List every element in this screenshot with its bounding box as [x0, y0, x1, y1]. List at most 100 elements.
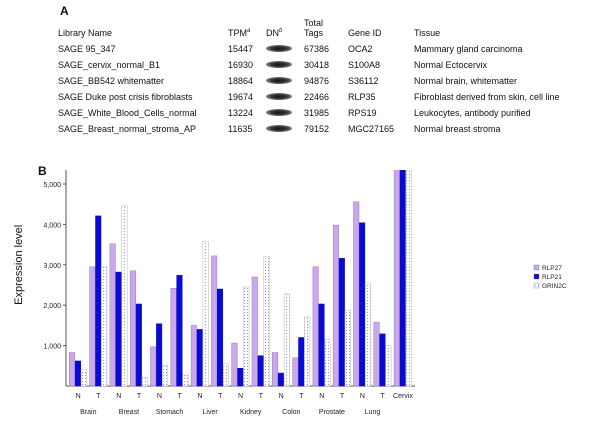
library-table: Library Name TPMa DNb Total Tags Gene ID… [58, 18, 564, 137]
gene-id-cell: OCA2 [348, 44, 373, 54]
x-tick-label: T [96, 393, 101, 400]
legend-label-grin2c: GRIN2C [542, 283, 567, 290]
bar-rlp21-0 [74, 360, 81, 387]
header-library-name: Library Name [58, 28, 113, 38]
header-tpm: TPMa [228, 18, 266, 41]
gene-id-cell: S100A8 [348, 60, 381, 70]
bar-grin2c-2 [121, 205, 128, 387]
bar-rlp21-10 [277, 372, 284, 387]
legend-label-rlp21: RLP21 [542, 274, 562, 281]
bar-rlp27-2 [109, 243, 116, 387]
dn-band-mark [266, 109, 292, 116]
tissue-cell: Leukocytes, antibody purified [414, 108, 531, 118]
legend-swatch-rlp27 [533, 264, 540, 271]
bar-grin2c-14 [365, 282, 372, 387]
bar-rlp21-7 [217, 288, 224, 387]
library-table-body: SAGE 95_347 15447 67386 OCA2 Mammary gland c… [58, 41, 564, 137]
bar-rlp21-1 [95, 215, 102, 387]
library-row: SAGE_White_Blood_Cells_normal 13224 31985 R… [58, 105, 564, 121]
bar-rlp27-12 [312, 266, 319, 387]
tpm-cell: 15447 [228, 44, 254, 54]
group-label: Brain [80, 409, 96, 416]
bar-rlp27-1 [89, 266, 96, 387]
legend-swatch-rlp21 [533, 273, 540, 280]
total-tags-cell: 31985 [304, 108, 330, 118]
bar-rlp21-15 [379, 333, 386, 387]
bar-rlp21-14 [359, 222, 366, 387]
bar-grin2c-5 [182, 374, 189, 387]
bar-rlp21-5 [176, 275, 183, 387]
library-table-header: Library Name TPMa DNb Total Tags Gene ID… [58, 18, 564, 41]
bar-rlp21-3 [135, 303, 142, 387]
total-tags-cell: 79152 [304, 124, 330, 134]
panel-b-letter: B [38, 164, 47, 178]
library-name-cell: SAGE 95_347 [58, 44, 116, 54]
group-label: Stomach [156, 409, 184, 416]
bar-grin2c-11 [304, 316, 311, 387]
tissue-cell: Normal Ectocervix [414, 60, 488, 70]
tpm-cell: 19674 [228, 92, 254, 102]
bar-grin2c-15 [385, 345, 392, 387]
bar-grin2c-13 [344, 309, 351, 387]
bar-rlp21-6 [196, 329, 203, 387]
x-tick-label: T [218, 393, 223, 400]
bar-rlp27-15 [373, 321, 380, 387]
gene-id-cell: S36112 [348, 76, 379, 86]
y-tick-label: 4,000 [43, 222, 61, 229]
dn-cell [266, 121, 304, 137]
x-tick-label: N [319, 393, 324, 400]
dn-band-mark [266, 45, 292, 52]
bar-rlp21-4 [156, 323, 163, 387]
bar-grin2c-4 [162, 365, 169, 387]
bar-grin2c-6 [202, 241, 209, 387]
x-tick-label: N [157, 393, 162, 400]
tissue-cell: Fibroblast derived from skin, cell line [414, 92, 560, 102]
library-name-cell: SAGE_White_Blood_Cells_normal [58, 108, 197, 118]
group-label: Prostate [319, 409, 345, 416]
bar-rlp27-0 [69, 352, 76, 387]
library-row: SAGE_BB542 whitematter 18864 94876 S36112 No… [58, 73, 564, 89]
dn-band-mark [266, 93, 292, 100]
x-tick-label: N [116, 393, 121, 400]
header-dn: DNb [266, 18, 304, 41]
total-tags-cell: 22466 [304, 92, 330, 102]
y-tick-label: 5,000 [43, 182, 61, 189]
x-tick-label: T [299, 393, 304, 400]
dn-band-mark [266, 77, 292, 84]
y-tick-label: 1,000 [43, 344, 61, 351]
bar-rlp27-8 [231, 342, 238, 387]
bar-grin2c-12 [324, 339, 331, 387]
gene-id-cell: RLP35 [348, 92, 376, 102]
bar-rlp27-7 [211, 255, 218, 387]
x-tick-label: N [238, 393, 243, 400]
bar-rlp27-5 [170, 287, 177, 387]
header-dn-sup: b [279, 28, 283, 34]
bar-grin2c-0 [80, 369, 87, 387]
dn-cell [266, 89, 304, 105]
bar-grin2c-16 [405, 170, 412, 387]
tpm-cell: 16930 [228, 60, 254, 70]
legend-swatch-grin2c [533, 282, 540, 289]
dn-cell [266, 41, 304, 57]
header-total-tags: Total Tags [304, 18, 324, 38]
library-name-cell: SAGE_cervix_normal_B1 [58, 60, 161, 70]
gene-id-cell: MGC27165 [348, 124, 395, 134]
bar-grin2c-9 [263, 256, 270, 387]
bar-rlp27-11 [292, 357, 299, 387]
dn-cell [266, 105, 304, 121]
total-tags-cell: 30418 [304, 60, 330, 70]
x-tick-label: Cervix [393, 393, 413, 400]
tpm-cell: 11635 [228, 124, 253, 134]
x-tick-label: N [360, 393, 365, 400]
bar-rlp27-3 [129, 270, 136, 387]
header-tissue: Tissue [414, 28, 441, 38]
bar-grin2c-8 [243, 286, 250, 387]
bar-rlp21-2 [115, 271, 122, 387]
bar-rlp27-10 [272, 352, 279, 387]
x-tick-label: N [279, 393, 284, 400]
legend-label-rlp27: RLP27 [542, 265, 562, 272]
bar-rlp27-13 [332, 224, 339, 387]
x-tick-label: T [178, 393, 183, 400]
